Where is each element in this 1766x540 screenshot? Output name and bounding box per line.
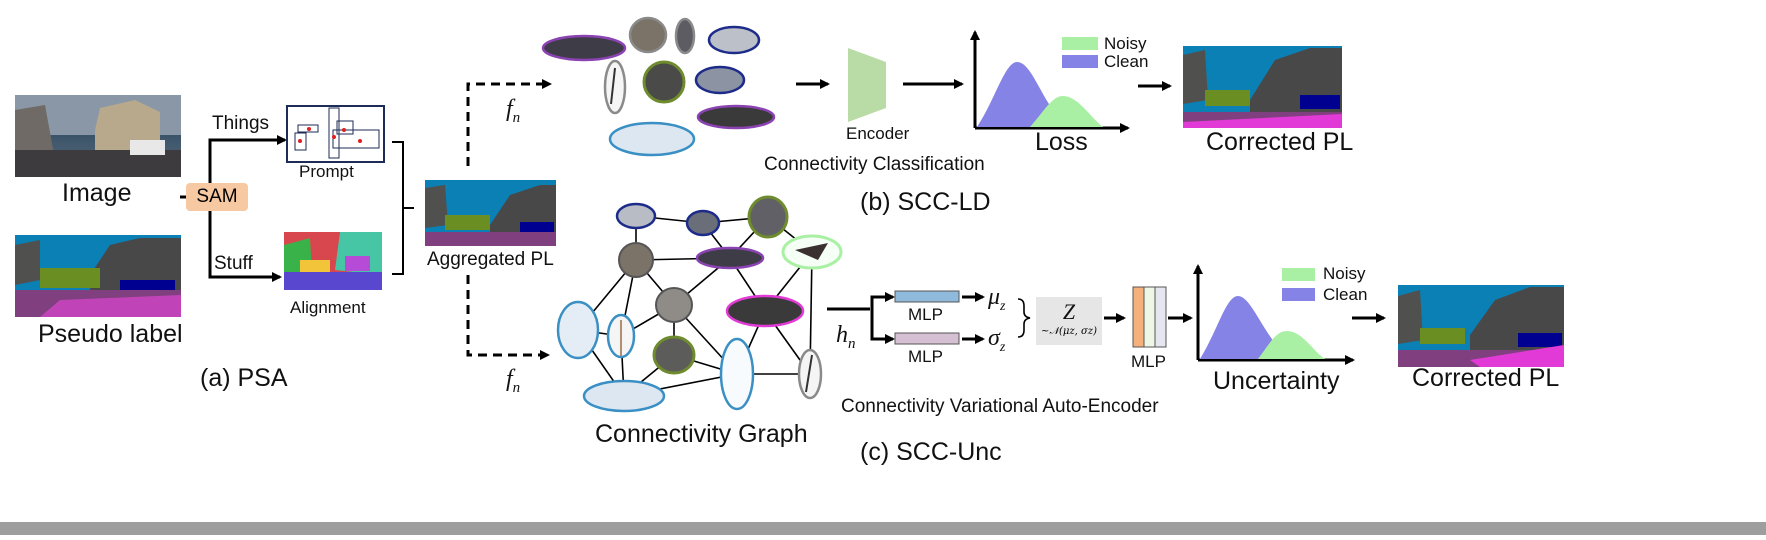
mlp-sigma-bar xyxy=(894,332,960,345)
prompt-label: Prompt xyxy=(299,162,354,181)
mlp-stack-label: MLP xyxy=(1131,352,1166,371)
connectivity-graph-label: Connectivity Graph xyxy=(595,420,808,448)
mlp-mu-label: MLP xyxy=(908,305,943,324)
sigma-z-label: σz xyxy=(988,325,1006,355)
alignment-image xyxy=(284,232,382,290)
mlp-sigma-label: MLP xyxy=(908,347,943,366)
aggregated-pl-label: Aggregated PL xyxy=(427,249,554,270)
sam-box: SAM xyxy=(186,183,248,211)
hn-label: hn xyxy=(836,322,856,352)
loss-label: Loss xyxy=(1035,128,1088,156)
prompt-box xyxy=(286,105,385,163)
z-latent-box: Z ~𝒩(μz, σz) xyxy=(1036,297,1102,345)
encoder-label: Encoder xyxy=(846,124,910,143)
uncertainty-distribution-chart xyxy=(1193,264,1355,365)
scc-unc-caption: (c) SCC-Unc xyxy=(860,438,1002,466)
vae-label: Connectivity Variational Auto-Encoder xyxy=(841,396,1159,417)
alignment-label: Alignment xyxy=(290,298,366,317)
legend-noisy-bottom: Noisy xyxy=(1323,264,1366,283)
mlp-mu-bar xyxy=(894,290,960,303)
fn-bottom-label: fn xyxy=(506,366,521,396)
legend-clean-top: Clean xyxy=(1104,52,1149,71)
loss-distribution-chart xyxy=(970,30,1130,133)
connectivity-graph-nodes xyxy=(556,195,843,413)
encoder-shape xyxy=(848,48,886,122)
object-crops-top xyxy=(541,16,776,157)
pseudo-label-label: Pseudo label xyxy=(38,320,183,348)
legend-clean-bottom: Clean xyxy=(1323,285,1368,304)
bottom-divider xyxy=(0,522,1766,535)
z-label: Z xyxy=(1062,299,1076,324)
stuff-label: Stuff xyxy=(214,253,253,274)
psa-caption: (a) PSA xyxy=(200,364,288,392)
z-distribution-label: ~𝒩(μz, σz) xyxy=(1041,326,1097,337)
aggregated-pl-image xyxy=(425,180,556,246)
uncertainty-label: Uncertainty xyxy=(1213,367,1340,395)
things-label: Things xyxy=(212,113,270,134)
scc-ld-caption: (b) SCC-LD xyxy=(860,188,991,216)
legend-noisy-top: Noisy xyxy=(1104,34,1147,53)
corrected-pl-bottom-image xyxy=(1398,285,1564,367)
mlp-stack xyxy=(1132,286,1167,348)
corrected-pl-top-image xyxy=(1183,46,1342,128)
image-label: Image xyxy=(62,179,132,207)
corrected-pl-top-label: Corrected PL xyxy=(1206,128,1354,156)
connectivity-classification-label: Connectivity Classification xyxy=(764,154,985,175)
corrected-pl-bottom-label: Corrected PL xyxy=(1412,364,1560,392)
mu-z-label: μz xyxy=(988,284,1006,314)
input-image xyxy=(15,95,181,177)
pseudo-label-image xyxy=(15,235,181,317)
fn-top-label: fn xyxy=(506,96,521,126)
